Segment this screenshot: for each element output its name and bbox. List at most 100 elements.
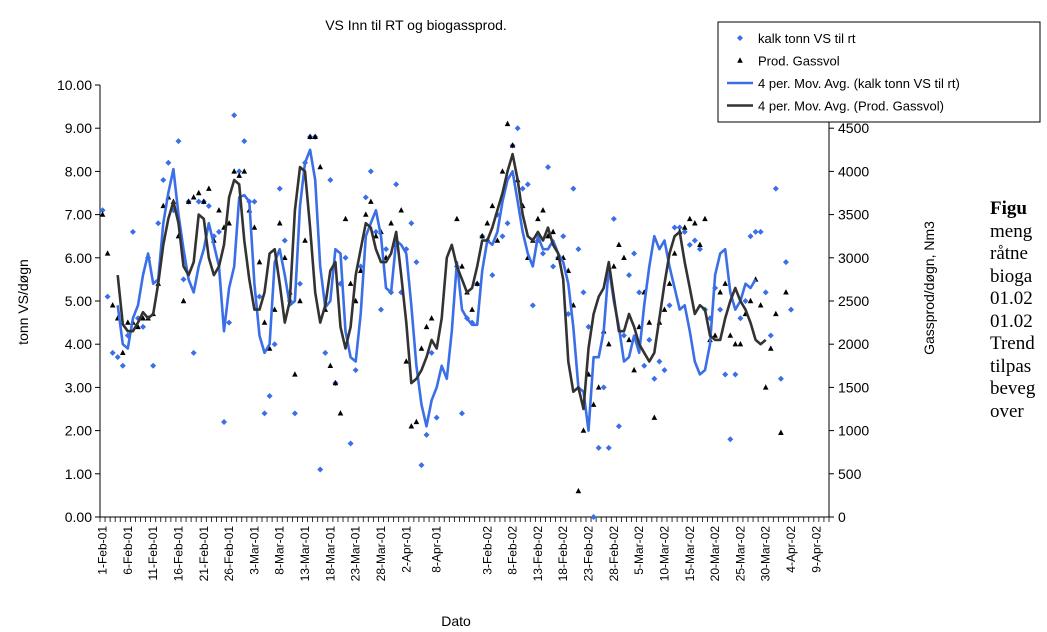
data-point	[104, 293, 111, 300]
data-point	[484, 220, 491, 226]
legend-label: Prod. Gassvol	[758, 54, 840, 69]
data-point	[251, 224, 258, 230]
data-point	[398, 207, 405, 213]
data-point	[535, 215, 541, 222]
data-point	[494, 237, 501, 243]
data-point	[762, 384, 769, 390]
series-layer	[99, 112, 795, 520]
data-point	[580, 427, 587, 433]
data-point	[114, 354, 121, 361]
data-point	[160, 177, 167, 184]
data-point	[565, 267, 572, 273]
data-point	[651, 375, 658, 382]
data-point	[418, 345, 425, 351]
data-point	[611, 263, 617, 269]
data-point	[696, 246, 703, 253]
data-point	[266, 393, 273, 400]
data-point	[626, 272, 633, 279]
data-point	[691, 237, 698, 244]
legend-swatch	[737, 57, 743, 63]
data-point	[717, 289, 723, 295]
x-axis-label: Dato	[441, 613, 471, 629]
data-point	[362, 194, 369, 201]
data-point	[732, 371, 739, 378]
x-tick-label: 10-Mar-02	[657, 526, 671, 582]
x-tick-label: 30-Mar-02	[759, 526, 773, 582]
data-point	[347, 280, 354, 286]
data-point	[433, 414, 440, 421]
data-point	[686, 215, 693, 222]
data-point	[458, 410, 465, 417]
y2-tick-label: 4000	[838, 163, 869, 179]
data-point	[773, 310, 779, 317]
y2-tick-label: 0	[838, 509, 846, 525]
data-point	[737, 315, 744, 322]
caption-line: 01.02	[990, 288, 1033, 309]
data-point	[215, 228, 222, 235]
x-tick-label: 6-Feb-01	[121, 526, 135, 575]
x-tick-label: 4-Apr-02	[784, 526, 798, 573]
x-tick-label: 8-Apr-01	[430, 526, 444, 573]
data-point	[747, 297, 754, 304]
data-point	[388, 220, 394, 226]
y-tick-label: 8.00	[65, 163, 92, 179]
data-point	[590, 514, 597, 520]
data-point	[352, 367, 359, 374]
data-point	[190, 349, 197, 356]
data-point	[271, 306, 278, 312]
data-point	[641, 362, 648, 369]
data-point	[590, 401, 597, 407]
data-point	[413, 259, 420, 266]
x-tick-label: 8-Feb-02	[506, 526, 520, 575]
data-point	[656, 358, 663, 365]
data-point	[757, 302, 764, 308]
data-point	[236, 172, 243, 178]
data-point	[251, 198, 258, 205]
data-point	[702, 215, 708, 222]
data-point	[125, 319, 131, 325]
data-point	[605, 341, 612, 347]
data-point	[550, 228, 556, 235]
data-point	[722, 280, 729, 286]
data-point	[322, 349, 329, 356]
data-point	[539, 250, 546, 257]
x-tick-label: 2-Apr-01	[399, 526, 413, 573]
caption-line: beveg	[990, 378, 1036, 399]
data-point	[403, 358, 410, 364]
caption-line: råtne	[990, 243, 1028, 264]
y2-tick-label: 2500	[838, 293, 869, 309]
data-point	[312, 133, 318, 140]
data-point	[195, 189, 202, 196]
data-point	[281, 254, 288, 260]
data-point	[524, 181, 531, 188]
data-point	[109, 302, 116, 308]
data-point	[216, 207, 222, 213]
data-point	[757, 228, 764, 235]
data-point	[646, 336, 653, 343]
data-point	[393, 181, 400, 188]
data-point	[742, 298, 749, 304]
data-point	[666, 302, 673, 309]
data-point	[767, 345, 774, 351]
data-point	[296, 280, 303, 287]
data-point	[109, 349, 116, 356]
x-tick-label: 8-Mar-01	[273, 526, 287, 575]
data-point	[342, 254, 349, 261]
data-point	[575, 246, 582, 253]
data-point	[266, 345, 273, 351]
data-point	[671, 224, 678, 231]
y2-tick-label: 1500	[838, 379, 869, 395]
data-point	[423, 323, 430, 330]
data-point	[292, 371, 298, 377]
data-point	[676, 224, 683, 231]
data-point	[226, 220, 232, 226]
data-point	[752, 228, 759, 235]
data-point	[692, 220, 698, 226]
data-point	[783, 289, 789, 295]
x-tick-label: 23-Mar-01	[349, 526, 363, 582]
data-point	[317, 163, 324, 170]
data-point	[600, 384, 607, 391]
data-point	[377, 306, 384, 313]
y-tick-label: 2.00	[65, 423, 92, 439]
x-tick-label: 11-Feb-01	[146, 526, 160, 581]
